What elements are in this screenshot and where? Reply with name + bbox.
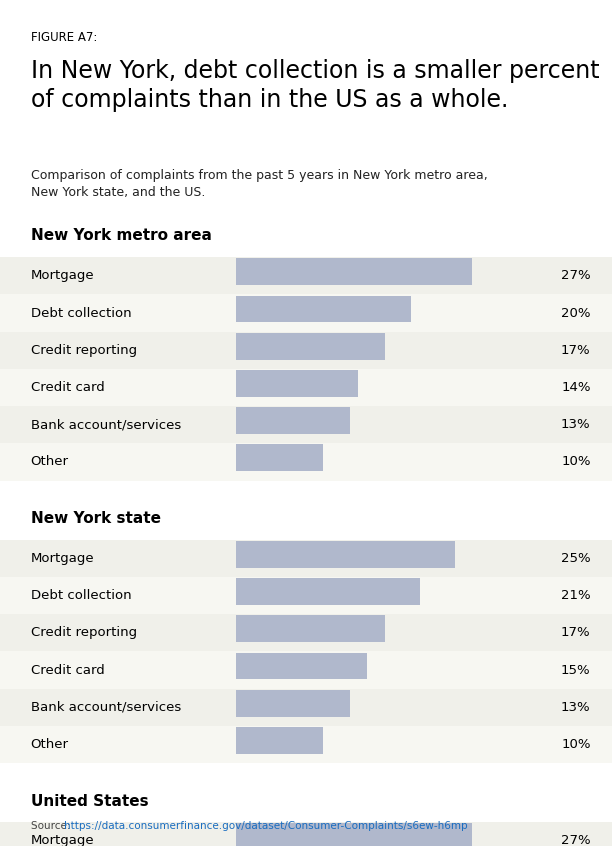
Text: Debt collection: Debt collection [31,306,131,320]
Text: Other: Other [31,455,69,469]
Text: Bank account/services: Bank account/services [31,418,181,431]
FancyBboxPatch shape [236,332,385,360]
FancyBboxPatch shape [236,823,472,846]
FancyBboxPatch shape [236,444,323,471]
FancyBboxPatch shape [0,406,612,443]
Text: 21%: 21% [561,589,591,602]
Text: 10%: 10% [561,738,591,751]
Text: FIGURE A7:: FIGURE A7: [31,31,97,44]
Text: 13%: 13% [561,700,591,714]
FancyBboxPatch shape [236,727,323,754]
FancyBboxPatch shape [0,257,612,294]
Text: Credit card: Credit card [31,381,105,394]
Text: Mortgage: Mortgage [31,269,94,283]
Text: Debt collection: Debt collection [31,589,131,602]
FancyBboxPatch shape [236,541,455,568]
FancyBboxPatch shape [236,407,349,434]
FancyBboxPatch shape [236,295,411,322]
Text: Credit card: Credit card [31,663,105,677]
FancyBboxPatch shape [0,689,612,726]
Text: 17%: 17% [561,626,591,640]
Text: Credit reporting: Credit reporting [31,626,136,640]
FancyBboxPatch shape [0,540,612,577]
Text: New York metro area: New York metro area [31,228,212,244]
Text: 10%: 10% [561,455,591,469]
Text: Comparison of complaints from the past 5 years in New York metro area,
New York : Comparison of complaints from the past 5… [31,169,487,199]
FancyBboxPatch shape [0,332,612,369]
Text: 25%: 25% [561,552,591,565]
Text: 20%: 20% [561,306,591,320]
FancyBboxPatch shape [0,822,612,846]
Text: Bank account/services: Bank account/services [31,700,181,714]
FancyBboxPatch shape [0,726,612,763]
Text: 14%: 14% [561,381,591,394]
Text: Mortgage: Mortgage [31,552,94,565]
FancyBboxPatch shape [0,614,612,651]
Text: In New York, debt collection is a smaller percent
of complaints than in the US a: In New York, debt collection is a smalle… [31,59,599,112]
FancyBboxPatch shape [0,369,612,406]
Text: 27%: 27% [561,269,591,283]
Text: https://data.consumerfinance.gov/dataset/Consumer-Complaints/s6ew-h6mp: https://data.consumerfinance.gov/dataset… [64,821,468,831]
Text: New York state: New York state [31,511,160,526]
FancyBboxPatch shape [0,443,612,481]
FancyBboxPatch shape [0,294,612,332]
FancyBboxPatch shape [0,651,612,689]
FancyBboxPatch shape [0,577,612,614]
FancyBboxPatch shape [236,578,420,605]
FancyBboxPatch shape [236,689,349,717]
Text: Mortgage: Mortgage [31,834,94,846]
Text: Other: Other [31,738,69,751]
Text: Source:: Source: [31,821,73,831]
Text: 15%: 15% [561,663,591,677]
FancyBboxPatch shape [236,258,472,285]
Text: Credit reporting: Credit reporting [31,343,136,357]
Text: 27%: 27% [561,834,591,846]
Text: 17%: 17% [561,343,591,357]
Text: United States: United States [31,794,148,809]
Text: 13%: 13% [561,418,591,431]
FancyBboxPatch shape [236,370,359,397]
FancyBboxPatch shape [236,615,385,642]
FancyBboxPatch shape [236,652,367,679]
